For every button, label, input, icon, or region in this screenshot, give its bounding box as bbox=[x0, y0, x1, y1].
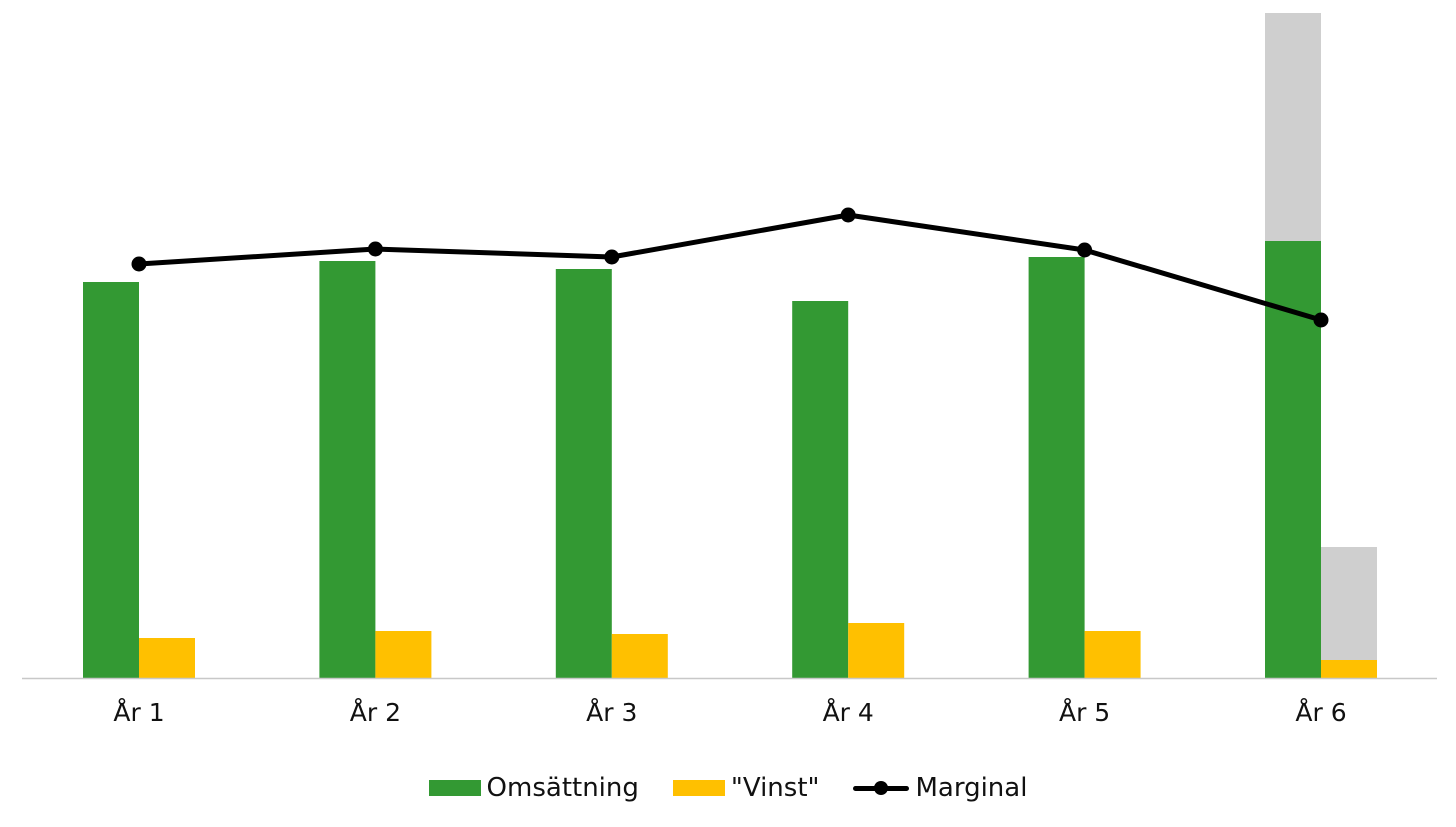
marginal-point-4 bbox=[840, 207, 856, 223]
x-tick-label-6: År 6 bbox=[1295, 698, 1346, 727]
bar-vinst-1 bbox=[139, 638, 195, 678]
bar-omsattning-2 bbox=[319, 261, 376, 678]
legend: Omsättning "Vinst" Marginal bbox=[0, 770, 1456, 806]
projection-bar-omsattning bbox=[1265, 13, 1321, 241]
bar-vinst-2 bbox=[375, 631, 432, 678]
bar-omsattning-1 bbox=[83, 282, 139, 678]
projection-bar-vinst bbox=[1321, 547, 1377, 660]
x-tick-label-5: År 5 bbox=[1059, 698, 1110, 727]
legend-item-omsattning: Omsättning bbox=[428, 773, 639, 803]
marginal-point-1 bbox=[131, 256, 147, 272]
legend-line-marginal-icon bbox=[853, 780, 910, 796]
marginal-line bbox=[136, 212, 1324, 323]
legend-swatch-vinst bbox=[672, 780, 725, 796]
bar-omsattning-4 bbox=[792, 301, 849, 678]
legend-swatch-omsattning bbox=[428, 780, 481, 796]
legend-item-vinst: "Vinst" bbox=[672, 773, 820, 803]
bar-omsattning-3 bbox=[555, 269, 612, 678]
bar-vinst-6 bbox=[1321, 660, 1377, 678]
x-tick-label-1: År 1 bbox=[113, 698, 164, 727]
marginal-point-6 bbox=[1313, 312, 1329, 328]
bar-omsattning-5 bbox=[1028, 257, 1085, 678]
legend-label-vinst: "Vinst" bbox=[730, 773, 820, 803]
legend-label-omsattning: Omsättning bbox=[486, 773, 639, 803]
bar-vinst-4 bbox=[848, 623, 905, 678]
bar-vinst-5 bbox=[1084, 631, 1141, 678]
marginal-point-2 bbox=[367, 241, 383, 257]
x-tick-label-3: År 3 bbox=[586, 698, 637, 727]
legend-label-marginal: Marginal bbox=[915, 773, 1028, 803]
marginal-point-3 bbox=[604, 249, 620, 265]
x-tick-label-4: År 4 bbox=[823, 698, 874, 727]
legend-item-marginal: Marginal bbox=[853, 773, 1027, 803]
bar-vinst-3 bbox=[611, 634, 668, 678]
x-tick-label-2: År 2 bbox=[350, 698, 401, 727]
marginal-point-5 bbox=[1077, 242, 1093, 258]
